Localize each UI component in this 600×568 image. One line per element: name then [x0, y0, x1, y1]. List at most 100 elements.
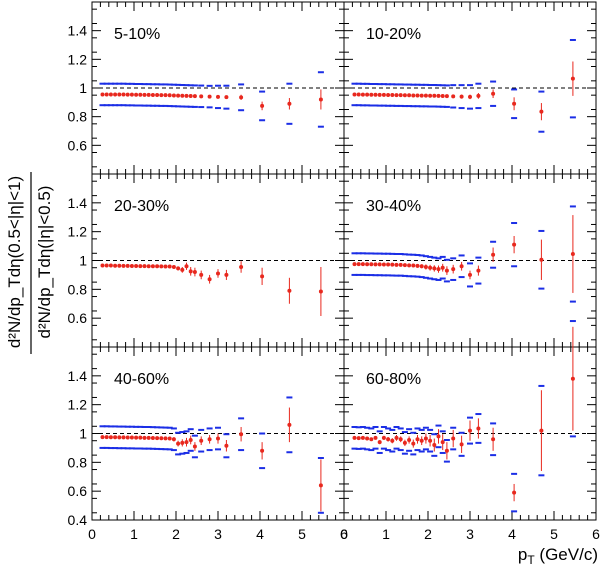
- data-point: [318, 97, 323, 102]
- panel-60-80%: 0 1 2 3 4 5 6 60-80%: [340, 320, 600, 542]
- data-point: [398, 262, 403, 267]
- data-point: [411, 441, 416, 446]
- data-point: [176, 266, 181, 271]
- data-point: [184, 264, 189, 269]
- data-point: [239, 95, 244, 100]
- data-point: [512, 490, 517, 495]
- x-tick-label: 5: [298, 526, 306, 542]
- panel-label: 30-40%: [366, 198, 421, 215]
- x-axis-title: pT (GeV/c): [518, 545, 598, 567]
- data-point: [192, 270, 197, 275]
- data-point: [134, 435, 139, 440]
- data-point: [377, 262, 382, 267]
- data-point: [287, 101, 292, 106]
- x-tick-label: 3: [466, 526, 474, 542]
- data-point: [180, 267, 185, 272]
- data-point: [224, 443, 229, 448]
- data-point: [394, 262, 399, 267]
- y-axis-title-numerator: d²N/dp_Tdη(0.5<|η|<1): [5, 176, 24, 348]
- data-point: [192, 94, 197, 99]
- data-point: [287, 288, 292, 293]
- panel-label: 20-30%: [114, 198, 169, 215]
- x-tick-label: 0: [88, 526, 96, 542]
- x-tick-label: 5: [550, 526, 558, 542]
- data-point: [352, 92, 357, 97]
- data-point: [444, 94, 449, 99]
- x-axis-title-unit: (GeV/c): [535, 545, 598, 564]
- data-point: [411, 263, 416, 268]
- panel-label: 40-60%: [114, 371, 169, 388]
- data-point: [570, 76, 575, 81]
- data-point: [113, 435, 118, 440]
- x-tick-label: 2: [172, 526, 180, 542]
- data-point: [432, 443, 437, 448]
- data-point: [260, 103, 265, 108]
- data-point: [440, 440, 445, 445]
- data-point: [199, 438, 204, 443]
- data-point: [188, 94, 193, 99]
- y-axis-title-denominator: d²N/dp_Tdη(|η|<0.5): [35, 186, 54, 339]
- data-point: [150, 93, 155, 98]
- data-point: [121, 263, 126, 268]
- data-point: [134, 92, 139, 97]
- data-point: [539, 428, 544, 433]
- panels-group: 0.6 0.8 1 1.2 1.4 5-10% 10-20% 0.6 0.8 1 1.2 1.4 20-…: [68, 1, 600, 542]
- data-point: [121, 435, 126, 440]
- data-point: [121, 92, 126, 97]
- data-point: [207, 437, 212, 442]
- data-point: [415, 263, 420, 268]
- data-point: [113, 92, 118, 97]
- data-point: [377, 92, 382, 97]
- data-point: [184, 93, 189, 98]
- data-point: [398, 93, 403, 98]
- data-point: [216, 271, 220, 276]
- data-point: [260, 448, 265, 453]
- data-point: [129, 92, 134, 97]
- data-point: [138, 92, 143, 97]
- data-point: [432, 93, 437, 98]
- data-point: [239, 264, 244, 269]
- data-point: [163, 264, 168, 269]
- data-point: [423, 93, 428, 98]
- data-point: [402, 93, 407, 98]
- data-point: [142, 264, 147, 269]
- x-tick-label: 0: [340, 526, 348, 542]
- data-point: [163, 436, 168, 441]
- data-point: [117, 92, 122, 97]
- y-tick-label: 1.2: [68, 51, 88, 67]
- data-point: [386, 93, 391, 98]
- data-point: [381, 262, 386, 267]
- data-point: [394, 93, 399, 98]
- data-point: [428, 93, 433, 98]
- data-point: [539, 257, 544, 262]
- y-tick-label: 0.8: [68, 281, 88, 297]
- data-point: [163, 93, 168, 98]
- y-tick-label: 0.8: [68, 454, 88, 470]
- data-point: [381, 435, 386, 440]
- data-point: [184, 440, 189, 445]
- data-point: [476, 426, 481, 431]
- y-tick-label: 0.4: [68, 512, 88, 528]
- panel-label: 60-80%: [366, 371, 421, 388]
- data-point: [129, 263, 134, 268]
- data-point: [360, 435, 365, 440]
- data-point: [100, 435, 105, 440]
- data-point: [428, 438, 433, 443]
- x-axis-title-sub: T: [527, 553, 535, 567]
- y-tick-label: 1.2: [68, 224, 88, 240]
- data-point: [373, 92, 378, 97]
- data-point: [444, 268, 449, 273]
- data-point: [491, 437, 496, 442]
- data-point: [318, 289, 323, 294]
- y-tick-label: 1: [79, 253, 87, 269]
- data-point: [138, 435, 143, 440]
- y-tick-label: 1.2: [68, 397, 88, 413]
- data-point: [150, 435, 155, 440]
- data-point: [108, 92, 113, 97]
- data-point: [369, 437, 374, 442]
- data-point: [432, 266, 437, 271]
- data-point: [150, 264, 155, 269]
- data-point: [360, 92, 365, 97]
- data-point: [117, 263, 122, 268]
